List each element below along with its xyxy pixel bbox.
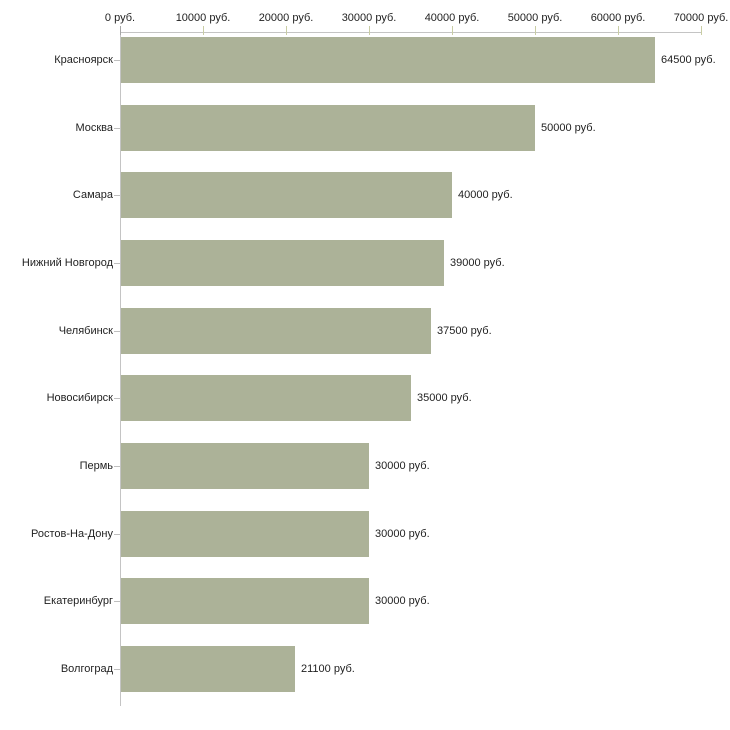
x-axis-line — [120, 32, 702, 33]
category-tick — [114, 466, 120, 467]
category-label: Красноярск — [54, 54, 113, 66]
x-axis-tick-label: 60000 руб. — [590, 12, 646, 24]
category-tick — [114, 398, 120, 399]
value-label: 37500 руб. — [437, 325, 492, 337]
x-axis-tick — [535, 26, 536, 35]
category-label: Екатеринбург — [43, 595, 113, 607]
bar — [121, 511, 369, 557]
value-label: 50000 руб. — [541, 122, 596, 134]
category-label: Самара — [72, 189, 113, 201]
bar — [121, 646, 295, 692]
category-label: Пермь — [79, 460, 113, 472]
x-axis-tick — [369, 26, 370, 35]
x-axis-tick-label: 10000 руб. — [175, 12, 231, 24]
y-axis-line — [120, 32, 121, 706]
x-axis-tick-label: 50000 руб. — [507, 12, 563, 24]
value-label: 40000 руб. — [458, 189, 513, 201]
category-label: Новосибирск — [46, 392, 113, 404]
bar — [121, 308, 431, 354]
value-label: 30000 руб. — [375, 528, 430, 540]
value-label: 39000 руб. — [450, 257, 505, 269]
bar — [121, 172, 452, 218]
category-tick — [114, 534, 120, 535]
x-axis-tick-label: 70000 руб. — [673, 12, 729, 24]
category-label: Челябинск — [58, 325, 113, 337]
category-label: Нижний Новгород — [21, 257, 113, 269]
x-axis-tick-label: 20000 руб. — [258, 12, 314, 24]
category-label: Москва — [75, 122, 113, 134]
bar — [121, 105, 535, 151]
category-tick — [114, 128, 120, 129]
category-tick — [114, 263, 120, 264]
value-label: 30000 руб. — [375, 460, 430, 472]
category-tick — [114, 60, 120, 61]
x-axis-tick — [452, 26, 453, 35]
category-label: Ростов-На-Дону — [30, 528, 113, 540]
bar — [121, 578, 369, 624]
bar — [121, 375, 411, 421]
value-label: 21100 руб. — [301, 663, 355, 675]
x-axis-tick-label: 30000 руб. — [341, 12, 397, 24]
value-label: 64500 руб. — [661, 54, 716, 66]
bar — [121, 240, 444, 286]
x-axis-tick — [120, 26, 121, 35]
x-axis-tick — [701, 26, 702, 35]
bar — [121, 443, 369, 489]
value-label: 30000 руб. — [375, 595, 430, 607]
category-label: Волгоград — [60, 663, 113, 675]
x-axis-tick-label: 0 руб. — [104, 12, 136, 24]
x-axis-tick — [286, 26, 287, 35]
category-tick — [114, 195, 120, 196]
bar — [121, 37, 655, 83]
category-tick — [114, 669, 120, 670]
x-axis-tick-label: 40000 руб. — [424, 12, 480, 24]
x-axis-tick — [618, 26, 619, 35]
value-label: 35000 руб. — [417, 392, 472, 404]
category-tick — [114, 331, 120, 332]
category-tick — [114, 601, 120, 602]
x-axis-tick — [203, 26, 204, 35]
